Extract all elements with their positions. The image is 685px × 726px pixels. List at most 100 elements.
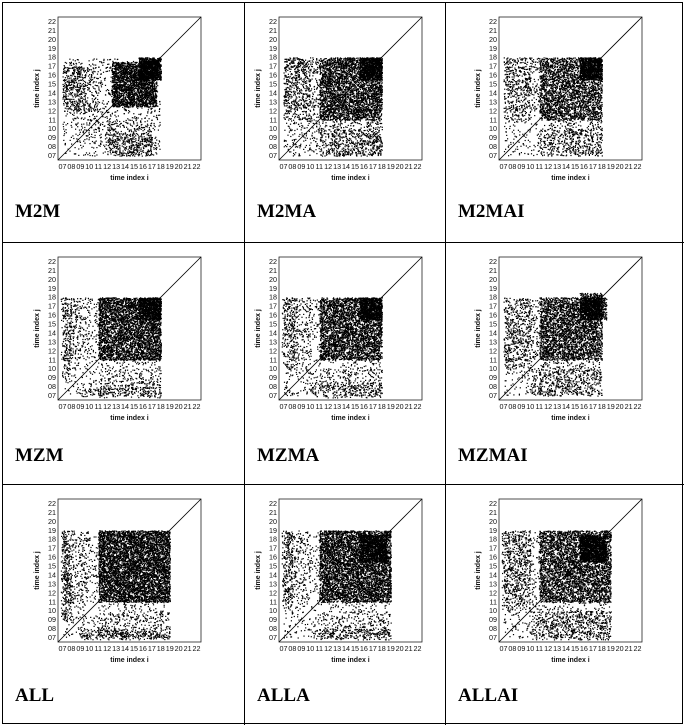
- recurrence-point: [157, 68, 159, 70]
- recurrence-point: [135, 85, 137, 87]
- recurrence-point: [150, 63, 152, 65]
- recurrence-point: [139, 63, 141, 66]
- recurrence-point: [144, 91, 147, 93]
- recurrence-point: [134, 74, 136, 76]
- recurrence-point: [128, 84, 130, 86]
- recurrence-point: [116, 141, 118, 143]
- recurrence-point: [156, 96, 158, 98]
- recurrence-point: [65, 91, 67, 93]
- recurrence-point: [119, 87, 121, 89]
- recurrence-point: [73, 85, 75, 87]
- recurrence-point: [128, 70, 130, 73]
- recurrence-point: [141, 67, 143, 69]
- recurrence-point: [89, 106, 91, 109]
- recurrence-point: [152, 86, 154, 88]
- recurrence-point: [114, 64, 116, 67]
- y-tick-label: 15: [48, 80, 56, 89]
- recurrence-point: [126, 86, 128, 88]
- recurrence-point: [71, 87, 73, 89]
- recurrence-point: [152, 61, 154, 63]
- recurrence-point: [121, 74, 123, 76]
- recurrence-point: [142, 139, 144, 141]
- recurrence-point: [148, 92, 151, 94]
- recurrence-point: [115, 86, 117, 88]
- recurrence-point: [92, 63, 94, 65]
- recurrence-point: [132, 98, 134, 100]
- recurrence-point: [93, 81, 95, 83]
- recurrence-point: [130, 129, 132, 131]
- recurrence-point: [123, 103, 125, 105]
- recurrence-point: [63, 90, 65, 92]
- recurrence-point: [103, 78, 106, 80]
- recurrence-point: [84, 110, 86, 112]
- recurrence-point: [67, 108, 70, 110]
- recurrence-point: [152, 68, 154, 70]
- recurrence-point: [127, 88, 129, 90]
- recurrence-point: [154, 102, 156, 104]
- recurrence-point: [99, 82, 102, 84]
- recurrence-point: [86, 72, 88, 74]
- recurrence-point: [119, 70, 121, 72]
- recurrence-point: [118, 80, 120, 83]
- recurrence-point: [138, 97, 140, 100]
- recurrence-point: [141, 61, 143, 64]
- x-tick-label: 17: [148, 162, 156, 171]
- recurrence-point: [77, 70, 79, 72]
- recurrence-point: [121, 99, 123, 101]
- recurrence-point: [131, 94, 133, 96]
- recurrence-point: [121, 100, 123, 102]
- recurrence-point: [148, 143, 150, 145]
- recurrence-point: [146, 97, 148, 99]
- recurrence-point: [119, 85, 122, 87]
- recurrence-point: [74, 77, 76, 80]
- recurrence-point: [143, 60, 146, 62]
- recurrence-point: [159, 65, 161, 67]
- recurrence-point: [155, 87, 158, 89]
- recurrence-point: [112, 61, 114, 63]
- recurrence-point: [116, 97, 118, 99]
- recurrence-point: [150, 108, 152, 111]
- recurrence-point: [123, 108, 125, 110]
- recurrence-point: [150, 87, 152, 90]
- recurrence-point: [144, 105, 146, 107]
- recurrence-point: [129, 105, 131, 107]
- recurrence-point: [138, 93, 140, 95]
- recurrence-point: [136, 106, 138, 108]
- recurrence-point: [129, 123, 131, 125]
- recurrence-point: [135, 144, 137, 146]
- recurrence-point: [137, 88, 139, 90]
- recurrence-point: [127, 137, 129, 139]
- recurrence-point: [72, 72, 74, 74]
- recurrence-point: [67, 89, 69, 91]
- recurrence-point: [141, 102, 143, 104]
- recurrence-point: [148, 140, 150, 143]
- recurrence-point: [73, 82, 75, 84]
- recurrence-point: [133, 131, 135, 133]
- recurrence-point: [83, 69, 85, 71]
- recurrence-point: [132, 133, 134, 135]
- recurrence-point: [136, 151, 138, 153]
- recurrence-point: [83, 154, 85, 156]
- recurrence-point: [85, 85, 87, 87]
- recurrence-point: [96, 115, 98, 117]
- recurrence-point: [116, 98, 118, 100]
- recurrence-point: [147, 112, 149, 114]
- recurrence-point: [136, 85, 138, 87]
- recurrence-point: [149, 144, 151, 146]
- recurrence-point: [67, 75, 70, 77]
- recurrence-point: [151, 81, 153, 83]
- recurrence-point: [63, 95, 65, 97]
- recurrence-point: [81, 76, 83, 78]
- recurrence-point: [144, 79, 146, 81]
- recurrence-point: [113, 99, 115, 101]
- recurrence-point: [140, 85, 142, 87]
- recurrence-point: [147, 153, 149, 155]
- recurrence-point: [342, 107, 344, 109]
- recurrence-point: [64, 107, 66, 109]
- recurrence-point: [129, 71, 131, 73]
- recurrence-point: [78, 71, 80, 73]
- recurrence-point: [117, 68, 119, 71]
- recurrence-point: [112, 78, 114, 80]
- recurrence-point: [93, 64, 95, 66]
- recurrence-point: [126, 140, 129, 142]
